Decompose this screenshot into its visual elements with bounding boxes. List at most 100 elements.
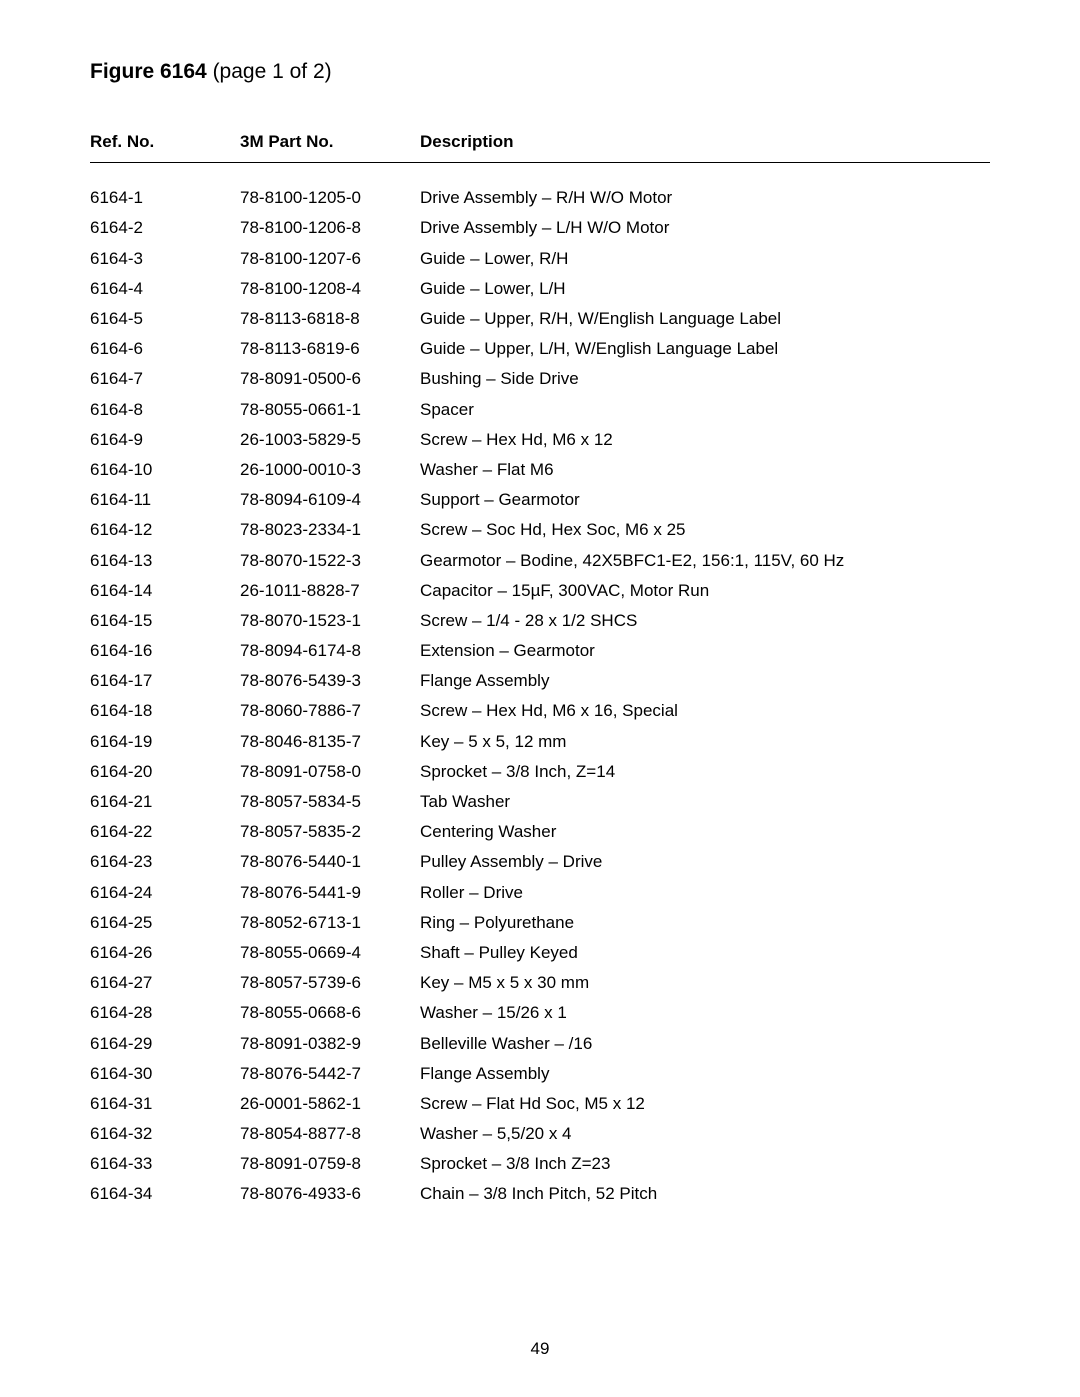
figure-title-rest: (page 1 of 2)	[207, 60, 332, 83]
cell-desc: Screw – Flat Hd Soc, M5 x 12	[420, 1089, 990, 1119]
table-row: 6164-678-8113-6819-6Guide – Upper, L/H, …	[90, 334, 990, 364]
figure-title: Figure 6164 (page 1 of 2)	[90, 60, 990, 84]
cell-desc: Capacitor – 15µF, 300VAC, Motor Run	[420, 576, 990, 606]
cell-ref: 6164-14	[90, 576, 240, 606]
cell-ref: 6164-8	[90, 395, 240, 425]
cell-desc: Key – M5 x 5 x 30 mm	[420, 968, 990, 998]
cell-ref: 6164-15	[90, 606, 240, 636]
cell-desc: Drive Assembly – R/H W/O Motor	[420, 183, 990, 213]
cell-ref: 6164-20	[90, 757, 240, 787]
table-row: 6164-3078-8076-5442-7Flange Assembly	[90, 1059, 990, 1089]
cell-part: 78-8057-5835-2	[240, 817, 420, 847]
table-row: 6164-1778-8076-5439-3Flange Assembly	[90, 666, 990, 696]
cell-part: 78-8055-0668-6	[240, 998, 420, 1028]
cell-part: 78-8091-0758-0	[240, 757, 420, 787]
cell-ref: 6164-17	[90, 666, 240, 696]
cell-ref: 6164-24	[90, 878, 240, 908]
cell-ref: 6164-4	[90, 274, 240, 304]
cell-desc: Support – Gearmotor	[420, 485, 990, 515]
table-row: 6164-3478-8076-4933-6Chain – 3/8 Inch Pi…	[90, 1179, 990, 1209]
cell-part: 78-8046-8135-7	[240, 727, 420, 757]
table-row: 6164-178-8100-1205-0Drive Assembly – R/H…	[90, 183, 990, 213]
cell-part: 78-8100-1206-8	[240, 213, 420, 243]
table-row: 6164-2778-8057-5739-6Key – M5 x 5 x 30 m…	[90, 968, 990, 998]
table-row: 6164-478-8100-1208-4Guide – Lower, L/H	[90, 274, 990, 304]
cell-ref: 6164-33	[90, 1149, 240, 1179]
table-row: 6164-3278-8054-8877-8Washer – 5,5/20 x 4	[90, 1119, 990, 1149]
cell-ref: 6164-32	[90, 1119, 240, 1149]
table-row: 6164-1678-8094-6174-8Extension – Gearmot…	[90, 636, 990, 666]
cell-ref: 6164-13	[90, 545, 240, 575]
col-header-part: 3M Part No.	[240, 126, 420, 163]
cell-part: 78-8091-0382-9	[240, 1028, 420, 1058]
cell-part: 78-8113-6818-8	[240, 304, 420, 334]
table-row: 6164-1178-8094-6109-4Support – Gearmotor	[90, 485, 990, 515]
col-header-ref: Ref. No.	[90, 126, 240, 163]
cell-part: 78-8052-6713-1	[240, 908, 420, 938]
cell-desc: Belleville Washer – /16	[420, 1028, 990, 1058]
cell-part: 78-8100-1208-4	[240, 274, 420, 304]
cell-desc: Gearmotor – Bodine, 42X5BFC1-E2, 156:1, …	[420, 545, 990, 575]
table-row: 6164-778-8091-0500-6Bushing – Side Drive	[90, 364, 990, 394]
cell-desc: Bushing – Side Drive	[420, 364, 990, 394]
cell-part: 26-0001-5862-1	[240, 1089, 420, 1119]
cell-desc: Sprocket – 3/8 Inch, Z=14	[420, 757, 990, 787]
cell-part: 78-8091-0500-6	[240, 364, 420, 394]
cell-desc: Guide – Upper, L/H, W/English Language L…	[420, 334, 990, 364]
cell-part: 78-8094-6174-8	[240, 636, 420, 666]
cell-desc: Ring – Polyurethane	[420, 908, 990, 938]
cell-desc: Screw – 1/4 - 28 x 1/2 SHCS	[420, 606, 990, 636]
cell-ref: 6164-27	[90, 968, 240, 998]
cell-ref: 6164-1	[90, 183, 240, 213]
cell-ref: 6164-21	[90, 787, 240, 817]
table-row: 6164-1278-8023-2334-1Screw – Soc Hd, Hex…	[90, 515, 990, 545]
table-row: 6164-2678-8055-0669-4Shaft – Pulley Keye…	[90, 938, 990, 968]
cell-part: 78-8076-5442-7	[240, 1059, 420, 1089]
table-row: 6164-878-8055-0661-1Spacer	[90, 395, 990, 425]
cell-desc: Roller – Drive	[420, 878, 990, 908]
table-row: 6164-2978-8091-0382-9Belleville Washer –…	[90, 1028, 990, 1058]
cell-desc: Screw – Hex Hd, M6 x 16, Special	[420, 696, 990, 726]
cell-ref: 6164-9	[90, 425, 240, 455]
cell-part: 78-8094-6109-4	[240, 485, 420, 515]
cell-ref: 6164-23	[90, 847, 240, 877]
cell-desc: Screw – Soc Hd, Hex Soc, M6 x 25	[420, 515, 990, 545]
cell-desc: Shaft – Pulley Keyed	[420, 938, 990, 968]
cell-desc: Sprocket – 3/8 Inch Z=23	[420, 1149, 990, 1179]
cell-desc: Washer – Flat M6	[420, 455, 990, 485]
cell-part: 78-8054-8877-8	[240, 1119, 420, 1149]
spacer-row	[90, 163, 990, 184]
cell-part: 78-8076-5439-3	[240, 666, 420, 696]
table-row: 6164-2478-8076-5441-9Roller – Drive	[90, 878, 990, 908]
cell-ref: 6164-22	[90, 817, 240, 847]
cell-ref: 6164-10	[90, 455, 240, 485]
table-row: 6164-1378-8070-1522-3Gearmotor – Bodine,…	[90, 545, 990, 575]
cell-part: 26-1011-8828-7	[240, 576, 420, 606]
table-header-row: Ref. No. 3M Part No. Description	[90, 126, 990, 163]
cell-desc: Chain – 3/8 Inch Pitch, 52 Pitch	[420, 1179, 990, 1209]
table-row: 6164-3378-8091-0759-8Sprocket – 3/8 Inch…	[90, 1149, 990, 1179]
cell-part: 26-1000-0010-3	[240, 455, 420, 485]
cell-desc: Washer – 5,5/20 x 4	[420, 1119, 990, 1149]
cell-desc: Drive Assembly – L/H W/O Motor	[420, 213, 990, 243]
cell-ref: 6164-19	[90, 727, 240, 757]
table-row: 6164-1878-8060-7886-7Screw – Hex Hd, M6 …	[90, 696, 990, 726]
cell-ref: 6164-11	[90, 485, 240, 515]
cell-desc: Guide – Upper, R/H, W/English Language L…	[420, 304, 990, 334]
table-row: 6164-2878-8055-0668-6Washer – 15/26 x 1	[90, 998, 990, 1028]
table-row: 6164-2378-8076-5440-1Pulley Assembly – D…	[90, 847, 990, 877]
cell-part: 78-8100-1205-0	[240, 183, 420, 213]
cell-part: 78-8076-5441-9	[240, 878, 420, 908]
cell-ref: 6164-12	[90, 515, 240, 545]
cell-part: 26-1003-5829-5	[240, 425, 420, 455]
cell-ref: 6164-28	[90, 998, 240, 1028]
cell-part: 78-8057-5739-6	[240, 968, 420, 998]
page-number: 49	[0, 1339, 1080, 1359]
cell-part: 78-8023-2334-1	[240, 515, 420, 545]
cell-ref: 6164-30	[90, 1059, 240, 1089]
cell-ref: 6164-5	[90, 304, 240, 334]
cell-part: 78-8055-0669-4	[240, 938, 420, 968]
cell-part: 78-8100-1207-6	[240, 244, 420, 274]
cell-ref: 6164-34	[90, 1179, 240, 1209]
cell-part: 78-8057-5834-5	[240, 787, 420, 817]
